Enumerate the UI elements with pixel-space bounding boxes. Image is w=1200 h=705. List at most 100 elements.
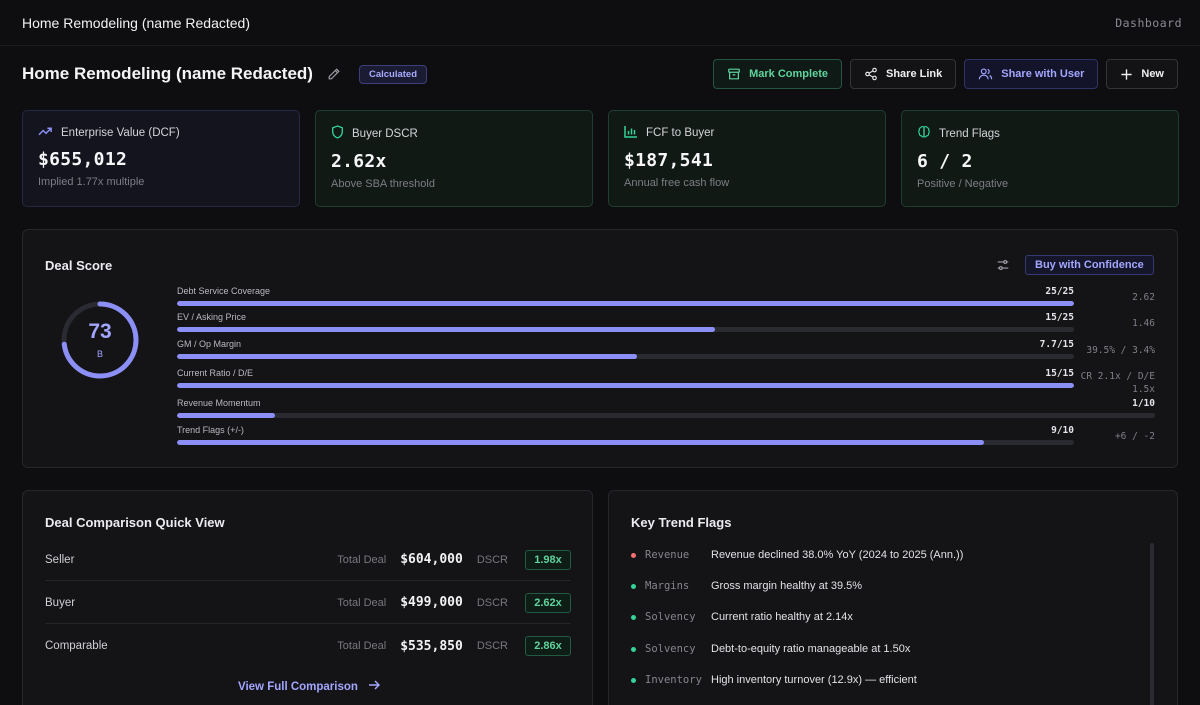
kpi-card-fcf-to-buyer: FCF to Buyer $187,541 Annual free cash f…	[608, 110, 886, 207]
share-with-user-button[interactable]: Share with User	[964, 59, 1099, 89]
share-with-user-label: Share with User	[1001, 68, 1085, 80]
scrollbar[interactable]	[1150, 543, 1154, 705]
deal-score-value: 73	[88, 320, 112, 343]
deal-score-panel: Deal Score Buy with Confidence 73 B Debt…	[22, 229, 1178, 468]
total-deal-amount: $604,000	[400, 552, 463, 567]
trend-flag-category: Solvency	[645, 643, 696, 655]
edit-pencil-icon[interactable]	[325, 65, 343, 83]
view-full-comparison-label: View Full Comparison	[238, 680, 358, 693]
kpi-value: 2.62x	[331, 151, 387, 172]
metric-score: 15/25	[1045, 312, 1074, 323]
total-deal-label: Total Deal	[337, 553, 387, 566]
deal-score-gauge	[61, 301, 139, 379]
deal-score-title: Deal Score	[45, 258, 113, 273]
metric-progress-track	[177, 354, 1074, 359]
metric-label: Current Ratio / D/E	[177, 368, 254, 378]
metric-progress-fill	[177, 440, 985, 445]
dscr-badge: 2.86x	[525, 636, 571, 656]
kpi-value: $187,541	[624, 150, 714, 171]
metric-progress-track	[177, 301, 1074, 306]
positive-status-dot	[631, 614, 636, 620]
trend-flag-item: Margins Gross margin healthy at 39.5%	[631, 577, 1151, 595]
metric-score: 1/10	[1132, 398, 1155, 409]
metric-progress-track	[177, 327, 1074, 332]
brain-icon	[917, 125, 931, 142]
metric-progress-fill	[177, 383, 1074, 388]
positive-status-dot	[631, 646, 636, 652]
trend-flag-text: Gross margin healthy at 39.5%	[711, 580, 863, 592]
kpi-label: FCF to Buyer	[646, 127, 715, 139]
trend-flag-item: Solvency Current ratio healthy at 2.14x	[631, 608, 1151, 626]
trend-up-icon	[38, 125, 53, 140]
trend-flags-title: Key Trend Flags	[631, 515, 732, 530]
mark-complete-button[interactable]: Mark Complete	[713, 59, 842, 89]
share-link-label: Share Link	[885, 68, 943, 80]
total-deal-label: Total Deal	[337, 640, 387, 652]
new-label: New	[1141, 68, 1164, 80]
metric-progress-track	[177, 383, 1074, 388]
buy-with-confidence-badge[interactable]: Buy with Confidence	[1025, 255, 1154, 275]
trend-flag-category: Margins	[645, 580, 690, 592]
deal-score-grade: B	[96, 349, 103, 359]
metric-score: 15/15	[1045, 368, 1074, 379]
dscr-badge: 2.62x	[525, 592, 571, 613]
kpi-value: 6 / 2	[917, 151, 973, 172]
new-button[interactable]: New	[1106, 59, 1178, 89]
metric-score: 7.7/15	[1039, 339, 1074, 350]
total-deal-label: Total Deal	[337, 596, 387, 609]
metric-progress-fill	[177, 327, 716, 332]
deal-score-metric: Current Ratio / D/E 15/15 CR 2.1x / D/E 1.…	[177, 368, 1155, 395]
page-header: Home Remodeling (name Redacted) Calculat…	[22, 58, 1178, 90]
kpi-subtitle: Above SBA threshold	[331, 178, 435, 190]
metric-score: 25/25	[1045, 286, 1074, 297]
deal-score-metric: Revenue Momentum 1/10	[177, 398, 1155, 424]
trend-flag-text: Debt-to-equity ratio manageable at 1.50x	[711, 643, 911, 655]
metric-progress-fill	[177, 301, 1074, 306]
deal-score-metric: EV / Asking Price 15/25 1.46	[177, 312, 1155, 338]
status-badge: Calculated	[358, 64, 427, 84]
kpi-card-trend-flags: Trend Flags 6 / 2 Positive / Negative	[901, 110, 1179, 207]
app-title: Home Remodeling (name Redacted)	[22, 14, 250, 31]
dscr-badge: 1.98x	[525, 549, 571, 570]
comparison-row-seller[interactable]: Seller Total Deal $604,000 DSCR 1.98x	[45, 539, 571, 581]
users-icon	[978, 67, 993, 81]
metric-label: Revenue Momentum	[177, 398, 261, 408]
comparison-name: Comparable	[45, 640, 108, 652]
metric-raw-value: 2.62	[1132, 292, 1155, 303]
dscr-label: DSCR	[476, 553, 508, 566]
deal-comparison-panel: Deal Comparison Quick View Seller Total …	[22, 490, 593, 705]
kpi-card-enterprise-value: Enterprise Value (DCF) $655,012 Implied …	[22, 110, 300, 207]
deal-score-metric: GM / Op Margin 7.7/15 39.5% / 3.4%	[177, 339, 1155, 365]
breadcrumb-dashboard[interactable]: Dashboard	[1115, 15, 1182, 30]
mark-complete-label: Mark Complete	[749, 68, 828, 80]
sliders-icon[interactable]	[996, 258, 1010, 277]
metric-label: GM / Op Margin	[177, 339, 242, 349]
kpi-subtitle: Positive / Negative	[917, 178, 1009, 190]
comparison-row-comparable[interactable]: Comparable Total Deal $535,850 DSCR 2.86…	[45, 625, 571, 667]
trend-flag-text: Current ratio healthy at 2.14x	[711, 611, 853, 623]
dscr-label: DSCR	[476, 596, 508, 609]
total-deal-amount: $499,000	[400, 595, 463, 610]
view-full-comparison-link[interactable]: View Full Comparison	[238, 680, 380, 693]
comparison-name: Buyer	[45, 596, 76, 609]
share-icon	[864, 67, 878, 81]
metric-label: EV / Asking Price	[177, 312, 247, 322]
positive-status-dot	[631, 583, 636, 589]
share-link-button[interactable]: Share Link	[849, 59, 957, 89]
kpi-subtitle: Implied 1.77x multiple	[38, 176, 145, 188]
kpi-label: Buyer DSCR	[352, 127, 418, 140]
kpi-label: Enterprise Value (DCF)	[61, 126, 180, 139]
archive-icon	[727, 67, 741, 81]
comparison-title: Deal Comparison Quick View	[45, 515, 225, 530]
trend-flag-text: Revenue declined 38.0% YoY (2024 to 2025…	[711, 549, 964, 561]
comparison-name: Seller	[45, 553, 75, 566]
comparison-row-buyer[interactable]: Buyer Total Deal $499,000 DSCR 2.62x	[45, 582, 571, 624]
trend-flag-item: Inventory High inventory turnover (12.9x)…	[631, 671, 1151, 689]
metric-progress-fill	[177, 354, 638, 359]
metric-progress-track	[177, 440, 1074, 445]
metric-label: Debt Service Coverage	[177, 286, 271, 296]
trend-flag-category: Solvency	[645, 611, 696, 623]
trend-flag-text: High inventory turnover (12.9x) — effici…	[711, 674, 917, 686]
trend-flag-item: Revenue Revenue declined 38.0% YoY (2024 …	[631, 546, 1151, 564]
kpi-label: Trend Flags	[939, 127, 1000, 140]
